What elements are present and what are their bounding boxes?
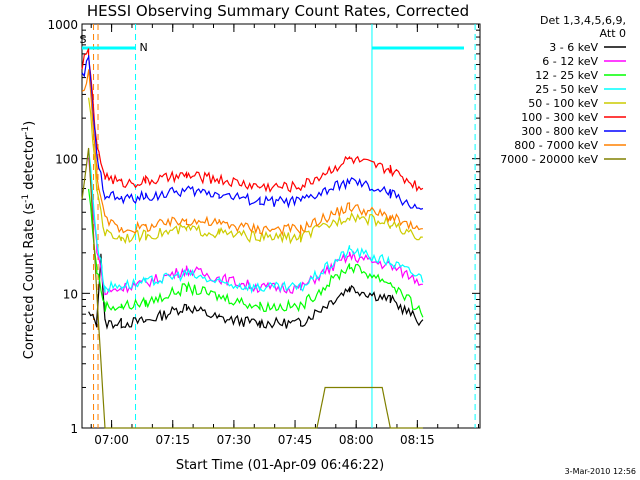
x-tick-label: 07:45 <box>278 433 313 447</box>
legend-label: 6 - 12 keV <box>542 55 598 68</box>
series-line <box>88 97 423 245</box>
x-tick-label: 08:15 <box>400 433 435 447</box>
y-tick-label: 1 <box>70 422 78 436</box>
annotation-n: N <box>140 41 148 54</box>
plot-layer: 07:00 07:15 07:30 07:45 08:00 08:15 1 10 100 1000… <box>47 18 481 447</box>
footer-date: 3-Mar-2010 12:56 <box>565 467 636 476</box>
legend-label: 300 - 800 keV <box>521 125 598 138</box>
y-axis-label: Corrected Count Rate (s-1 detector-1) <box>21 121 37 359</box>
y-tick-label: 100 <box>55 153 78 167</box>
legend-header-att: Att 0 <box>600 27 626 40</box>
series-line <box>81 55 424 210</box>
x-axis-label: Start Time (01-Apr-09 06:46:22) <box>176 458 384 473</box>
legend-label: 7000 - 20000 keV <box>500 153 598 166</box>
legend-label: 100 - 300 keV <box>521 111 598 124</box>
legend-label: 50 - 100 keV <box>528 97 598 110</box>
chart-title: HESSI Observing Summary Count Rates, Cor… <box>87 2 469 20</box>
legend-label: 12 - 25 keV <box>535 69 598 82</box>
x-tick-label: 07:15 <box>155 433 190 447</box>
y-tick-label: 1000 <box>47 18 78 32</box>
annotation-s: S <box>80 33 87 46</box>
x-tick-label: 08:00 <box>339 433 374 447</box>
x-tick-label: 07:30 <box>217 433 252 447</box>
series-line <box>81 147 423 429</box>
legend-label: 25 - 50 keV <box>535 83 598 96</box>
legend-label: 800 - 7000 keV <box>514 139 598 152</box>
x-tick-label: 07:00 <box>94 433 129 447</box>
legend-header: Det 1,3,4,5,6,9, <box>540 14 626 27</box>
series-line <box>88 253 424 330</box>
series-line <box>81 48 424 193</box>
legend-label: 3 - 6 keV <box>549 41 598 54</box>
series-line <box>88 149 424 294</box>
series-line <box>88 188 424 318</box>
series-line <box>81 69 423 237</box>
y-tick-label: 10 <box>63 287 78 301</box>
